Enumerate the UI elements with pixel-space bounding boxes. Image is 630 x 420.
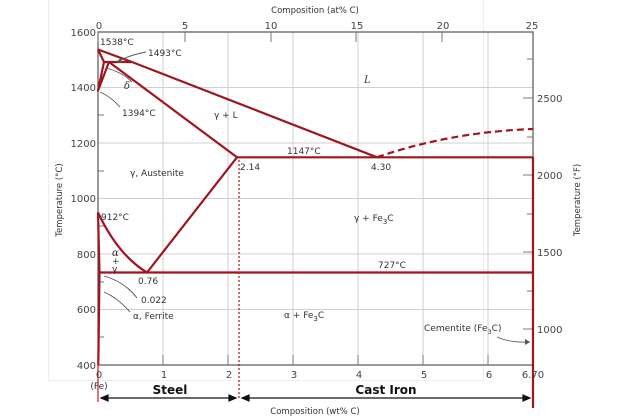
left-tick: 1000 bbox=[71, 194, 96, 205]
region-alpha-fe3c: α + Fe3C bbox=[284, 311, 324, 323]
region-alpha-gamma-plus: + bbox=[112, 257, 120, 267]
label-0-022: 0.022 bbox=[141, 296, 167, 306]
steel-label: Steel bbox=[153, 383, 188, 397]
right-tick: 2000 bbox=[537, 171, 562, 182]
bottom-tick: 0 bbox=[96, 370, 102, 381]
label-1538: 1538°C bbox=[100, 38, 134, 48]
delta-boundary bbox=[96, 49, 111, 92]
label-727: 727°C bbox=[378, 261, 406, 271]
fe-label: (Fe) bbox=[90, 382, 107, 392]
top-tick: 5 bbox=[182, 21, 188, 32]
annotation-pointers bbox=[99, 51, 531, 343]
region-alpha-gamma-g: γ bbox=[112, 265, 118, 275]
top-axis-ticks bbox=[97, 32, 443, 42]
figure-border bbox=[48, 0, 484, 381]
left-axis-title: Temperature (°C) bbox=[55, 163, 65, 237]
acm-line bbox=[146, 156, 238, 274]
right-tick: 1000 bbox=[537, 325, 562, 336]
left-tick: 1200 bbox=[71, 139, 96, 150]
left-tick: 1600 bbox=[71, 28, 96, 39]
bottom-axis-title: Composition (wt% C) bbox=[270, 407, 359, 417]
phase-boundaries bbox=[96, 48, 535, 408]
ferrite-solvus bbox=[96, 212, 101, 366]
top-tick: 10 bbox=[265, 21, 278, 32]
top-tick: 25 bbox=[526, 21, 539, 32]
cast-iron-label: Cast Iron bbox=[355, 383, 416, 397]
right-tick: 2500 bbox=[537, 94, 562, 105]
region-austenite: γ, Austenite bbox=[130, 169, 184, 179]
label-1394: 1394°C bbox=[122, 109, 156, 119]
bottom-minor-ticks bbox=[162, 355, 489, 365]
label-912: 912°C bbox=[101, 213, 129, 223]
label-0-76: 0.76 bbox=[138, 277, 158, 287]
left-tick: 400 bbox=[77, 361, 96, 372]
label-2-14: 2.14 bbox=[240, 163, 260, 173]
right-axis-ticks bbox=[523, 58, 533, 330]
region-ferrite: α, Ferrite bbox=[133, 312, 174, 322]
left-tick: 1400 bbox=[71, 83, 96, 94]
right-tick: 1500 bbox=[537, 248, 562, 259]
bottom-tick: 3 bbox=[291, 370, 297, 381]
region-liquid: L bbox=[363, 75, 371, 86]
top-tick: 15 bbox=[351, 21, 364, 32]
arrowheads bbox=[116, 58, 530, 345]
region-gamma-fe3c: γ + Fe3C bbox=[354, 214, 394, 226]
top-tick: 20 bbox=[437, 21, 450, 32]
top-tick: 0 bbox=[96, 21, 102, 32]
liquidus-dashed-line bbox=[376, 127, 534, 159]
region-cementite: Cementite (Fe3C) bbox=[424, 324, 501, 336]
label-1493: 1493°C bbox=[148, 49, 182, 59]
bottom-tick: 2 bbox=[226, 370, 232, 381]
bottom-tick: 5 bbox=[421, 370, 427, 381]
region-alpha-gamma-a: α bbox=[112, 248, 119, 259]
region-gamma-liquid: γ + L bbox=[214, 111, 238, 121]
top-axis-title: Composition (at% C) bbox=[271, 6, 359, 16]
grid bbox=[98, 32, 533, 365]
bottom-tick: 1 bbox=[161, 370, 167, 381]
bottom-tick: 6.70 bbox=[522, 370, 544, 381]
left-tick: 600 bbox=[77, 305, 96, 316]
label-1147: 1147°C bbox=[287, 147, 321, 157]
region-delta: δ bbox=[124, 81, 130, 92]
solidus-line bbox=[108, 61, 238, 159]
right-axis-title: Temperature (°F) bbox=[573, 164, 583, 237]
a3-line bbox=[97, 212, 148, 274]
label-4-30: 4.30 bbox=[371, 163, 391, 173]
left-tick: 800 bbox=[77, 250, 96, 261]
bottom-tick: 4 bbox=[356, 370, 362, 381]
range-arrows bbox=[99, 394, 532, 402]
bottom-tick: 6 bbox=[486, 370, 492, 381]
liquidus-line bbox=[97, 48, 378, 159]
